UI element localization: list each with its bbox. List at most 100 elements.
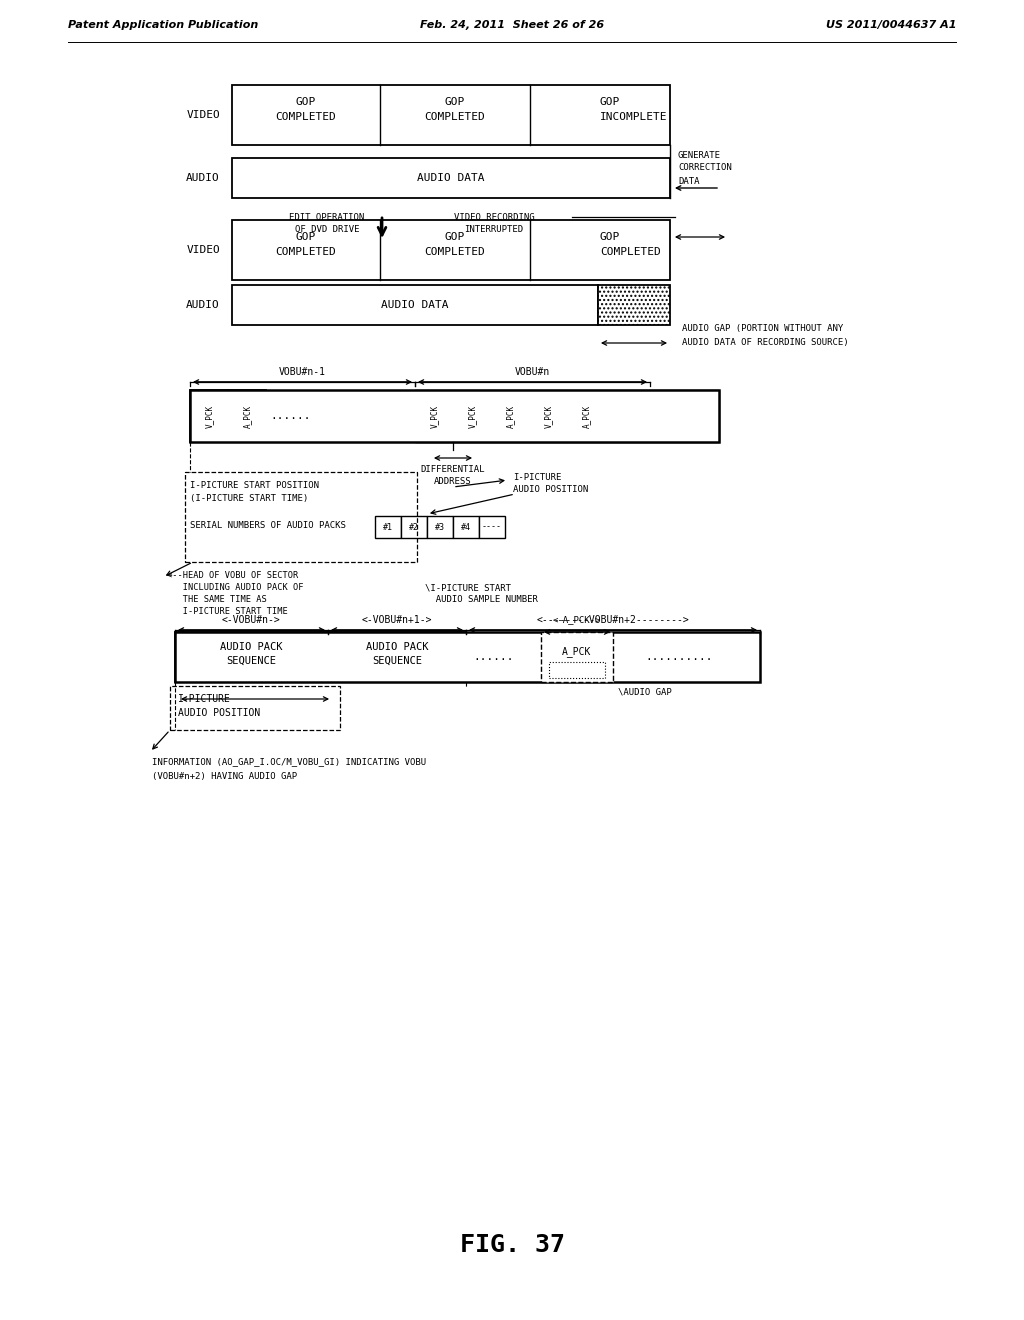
Text: #1: #1	[383, 523, 393, 532]
Bar	[681, 389, 719, 442]
Text: V_PCK: V_PCK	[205, 404, 213, 428]
Bar	[427, 516, 453, 539]
Text: ......: ......	[474, 652, 514, 663]
Text: GOP: GOP	[600, 232, 621, 242]
Bar	[401, 516, 427, 539]
Text: GENERATE: GENERATE	[678, 152, 721, 161]
Bar	[479, 516, 505, 539]
Bar	[567, 389, 605, 442]
Text: INCOMPLETE: INCOMPLETE	[600, 112, 668, 121]
Text: V_PCK: V_PCK	[429, 404, 438, 428]
Text: A_PCK: A_PCK	[506, 404, 514, 428]
Text: AUDIO POSITION: AUDIO POSITION	[178, 708, 260, 718]
Text: \I-PICTURE START: \I-PICTURE START	[425, 583, 511, 593]
Text: <-A_PCK->: <-A_PCK->	[553, 615, 601, 624]
Text: COMPLETED: COMPLETED	[600, 247, 660, 257]
Bar	[328, 632, 466, 682]
Bar	[175, 632, 760, 682]
Text: THE SAME TIME AS: THE SAME TIME AS	[167, 595, 266, 605]
Text: COMPLETED: COMPLETED	[275, 247, 336, 257]
Text: (VOBU#n+2) HAVING AUDIO GAP: (VOBU#n+2) HAVING AUDIO GAP	[152, 771, 297, 780]
Bar	[232, 84, 670, 145]
Text: (I-PICTURE START TIME): (I-PICTURE START TIME)	[190, 495, 308, 503]
Text: VIDEO: VIDEO	[186, 110, 220, 120]
Text: VIDEO: VIDEO	[186, 246, 220, 255]
Text: AUDIO GAP (PORTION WITHOUT ANY: AUDIO GAP (PORTION WITHOUT ANY	[682, 325, 843, 334]
Text: DIFFERENTIAL: DIFFERENTIAL	[421, 465, 485, 474]
Text: EDIT OPERATION: EDIT OPERATION	[290, 213, 365, 222]
Text: ..........: ..........	[645, 652, 713, 663]
Text: VOBU#n-1: VOBU#n-1	[279, 367, 326, 378]
Text: GOP: GOP	[600, 96, 621, 107]
Text: A_PCK: A_PCK	[582, 404, 591, 428]
Text: AUDIO: AUDIO	[186, 173, 220, 183]
Text: OF DVD DRIVE: OF DVD DRIVE	[295, 224, 359, 234]
Text: V_PCK: V_PCK	[544, 404, 553, 428]
Bar	[228, 389, 266, 442]
Text: COMPLETED: COMPLETED	[425, 112, 485, 121]
Text: GOP: GOP	[444, 96, 465, 107]
Text: A_PCK: A_PCK	[243, 404, 252, 428]
Text: INFORMATION (AO_GAP_I.OC/M_VOBU_GI) INDICATING VOBU: INFORMATION (AO_GAP_I.OC/M_VOBU_GI) INDI…	[152, 758, 426, 767]
Bar	[490, 389, 529, 442]
Text: V_PCK: V_PCK	[468, 404, 476, 428]
Text: FIG. 37: FIG. 37	[460, 1233, 564, 1257]
Text: AUDIO PACK: AUDIO PACK	[220, 642, 283, 652]
Bar	[190, 389, 228, 442]
Text: I-PICTURE: I-PICTURE	[178, 694, 230, 704]
Text: #2: #2	[409, 523, 419, 532]
Text: GOP: GOP	[296, 96, 316, 107]
Text: GOP: GOP	[444, 232, 465, 242]
Text: ......: ......	[270, 411, 311, 421]
Text: AUDIO: AUDIO	[186, 300, 220, 310]
Text: AUDIO DATA OF RECORDING SOURCE): AUDIO DATA OF RECORDING SOURCE)	[682, 338, 849, 346]
Bar	[549, 663, 605, 678]
Bar	[453, 516, 479, 539]
Bar	[453, 389, 490, 442]
Text: <--------VOBU#n+2-------->: <--------VOBU#n+2-------->	[537, 615, 689, 624]
Bar	[415, 389, 453, 442]
Text: US 2011/0044637 A1: US 2011/0044637 A1	[825, 20, 956, 30]
Text: AUDIO DATA: AUDIO DATA	[417, 173, 484, 183]
Text: INCLUDING AUDIO PACK OF: INCLUDING AUDIO PACK OF	[167, 583, 303, 593]
Bar	[605, 389, 643, 442]
Bar	[170, 686, 340, 730]
Bar	[375, 516, 401, 539]
Bar	[643, 389, 681, 442]
Text: SEQUENCE: SEQUENCE	[372, 656, 422, 667]
Text: AUDIO SAMPLE NUMBER: AUDIO SAMPLE NUMBER	[425, 595, 538, 605]
Text: CORRECTION: CORRECTION	[678, 164, 732, 173]
Text: \AUDIO GAP: \AUDIO GAP	[618, 688, 672, 697]
Bar	[190, 389, 719, 442]
Text: INTERRUPTED: INTERRUPTED	[465, 224, 523, 234]
Text: I-PICTURE: I-PICTURE	[513, 473, 561, 482]
Text: <--HEAD OF VOBU OF SECTOR: <--HEAD OF VOBU OF SECTOR	[167, 572, 298, 581]
Text: #4: #4	[461, 523, 471, 532]
Text: DATA: DATA	[678, 177, 699, 186]
Bar	[232, 158, 670, 198]
Text: SERIAL NUMBERS OF AUDIO PACKS: SERIAL NUMBERS OF AUDIO PACKS	[190, 521, 346, 531]
Bar	[529, 389, 567, 442]
Text: ADDRESS: ADDRESS	[434, 477, 472, 486]
Text: VOBU#n: VOBU#n	[514, 367, 550, 378]
Bar	[185, 473, 417, 562]
Text: GOP: GOP	[296, 232, 316, 242]
Text: I-PICTURE START TIME: I-PICTURE START TIME	[167, 607, 288, 616]
Text: Patent Application Publication: Patent Application Publication	[68, 20, 258, 30]
Text: A_PCK: A_PCK	[562, 647, 592, 657]
Bar	[541, 632, 613, 682]
Text: ----: ----	[482, 523, 502, 532]
Bar	[598, 285, 670, 325]
Text: COMPLETED: COMPLETED	[425, 247, 485, 257]
Text: #3: #3	[435, 523, 445, 532]
Text: AUDIO POSITION: AUDIO POSITION	[513, 486, 588, 495]
Text: AUDIO PACK: AUDIO PACK	[366, 642, 428, 652]
Text: I-PICTURE START POSITION: I-PICTURE START POSITION	[190, 482, 319, 491]
Bar	[175, 632, 328, 682]
Bar	[232, 285, 598, 325]
Text: VIDEO RECORDING: VIDEO RECORDING	[454, 213, 535, 222]
Text: AUDIO DATA: AUDIO DATA	[381, 300, 449, 310]
Bar	[232, 220, 670, 280]
Text: COMPLETED: COMPLETED	[275, 112, 336, 121]
Text: Feb. 24, 2011  Sheet 26 of 26: Feb. 24, 2011 Sheet 26 of 26	[420, 20, 604, 30]
